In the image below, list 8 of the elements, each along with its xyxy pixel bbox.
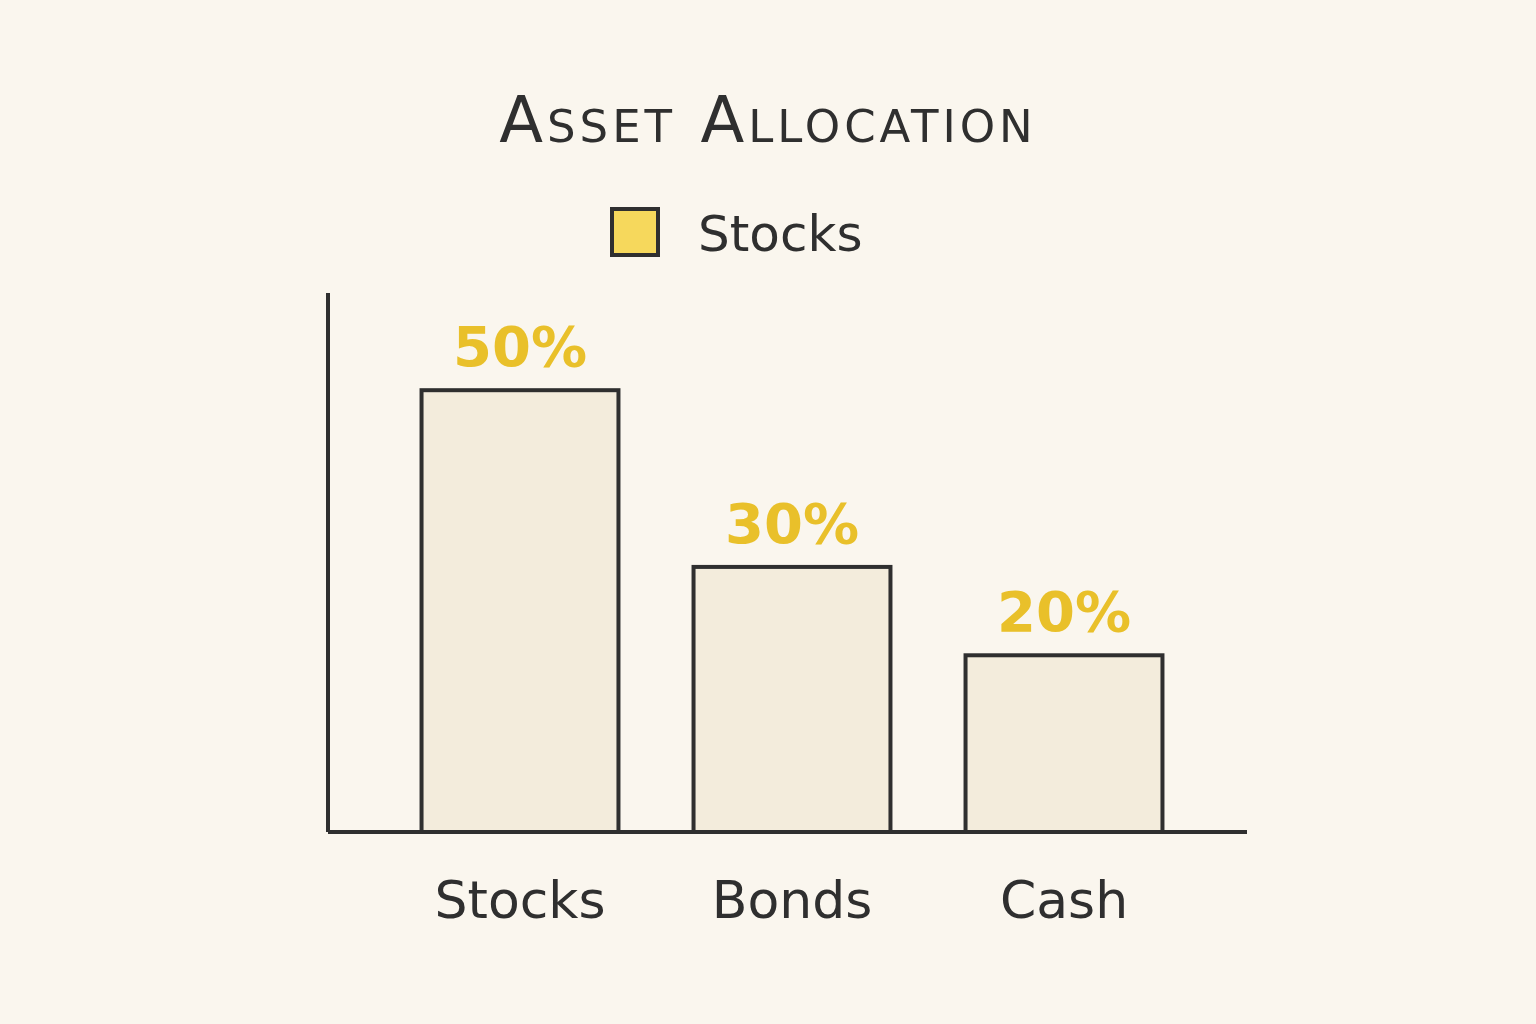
data-label: 20% — [996, 579, 1132, 645]
x-tick-label: Cash — [999, 870, 1129, 930]
x-tick-label: Stocks — [434, 870, 606, 930]
data-label: 30% — [724, 490, 860, 556]
x-tick-label: Bonds — [711, 870, 873, 930]
text: Stocks — [698, 205, 863, 263]
data-label: 50% — [452, 314, 588, 380]
chart-title: Asset Allocation — [499, 83, 1037, 157]
